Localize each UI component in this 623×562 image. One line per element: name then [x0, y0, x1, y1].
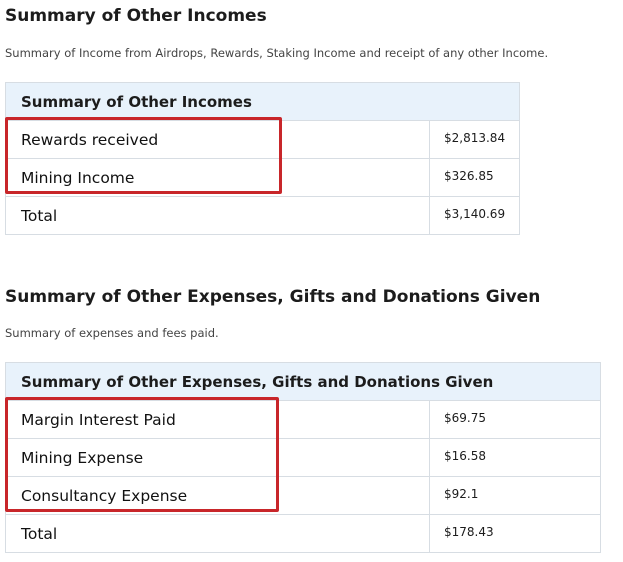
row-value: $2,813.84	[429, 120, 520, 159]
incomes-table: Summary of Other Incomes Rewards receive…	[5, 82, 520, 235]
row-label: Mining Expense	[5, 438, 430, 477]
table-row: Consultancy Expense $92.1	[5, 476, 602, 515]
incomes-section-description: Summary of Income from Airdrops, Rewards…	[5, 46, 549, 60]
total-label: Total	[5, 514, 430, 553]
expenses-table-header-row: Summary of Other Expenses, Gifts and Don…	[4, 362, 602, 401]
incomes-table-header: Summary of Other Incomes	[5, 82, 520, 121]
row-value: $92.1	[428, 476, 602, 515]
expenses-table-header: Summary of Other Expenses, Gifts and Don…	[4, 362, 602, 401]
row-value: $69.75	[428, 400, 602, 439]
row-label: Margin Interest Paid	[5, 400, 430, 439]
row-label: Mining Income	[5, 158, 430, 197]
row-value: $326.85	[429, 158, 520, 197]
total-value: $3,140.69	[429, 196, 520, 235]
expenses-section-title: Summary of Other Expenses, Gifts and Don…	[5, 287, 541, 307]
table-row: Rewards received $2,813.84	[5, 120, 520, 159]
expenses-section-description: Summary of expenses and fees paid.	[5, 326, 219, 340]
expenses-table: Summary of Other Expenses, Gifts and Don…	[4, 362, 602, 553]
total-label: Total	[5, 196, 430, 235]
total-row: Total $3,140.69	[5, 196, 520, 235]
incomes-section-title: Summary of Other Incomes	[5, 6, 267, 26]
table-row: Mining Income $326.85	[5, 158, 520, 197]
table-row: Margin Interest Paid $69.75	[5, 400, 602, 439]
row-value: $16.58	[428, 438, 602, 477]
total-value: $178.43	[428, 514, 602, 553]
row-label: Consultancy Expense	[5, 476, 430, 515]
table-row: Mining Expense $16.58	[5, 438, 602, 477]
incomes-table-header-row: Summary of Other Incomes	[5, 82, 520, 121]
total-row: Total $178.43	[5, 514, 602, 553]
row-label: Rewards received	[5, 120, 430, 159]
